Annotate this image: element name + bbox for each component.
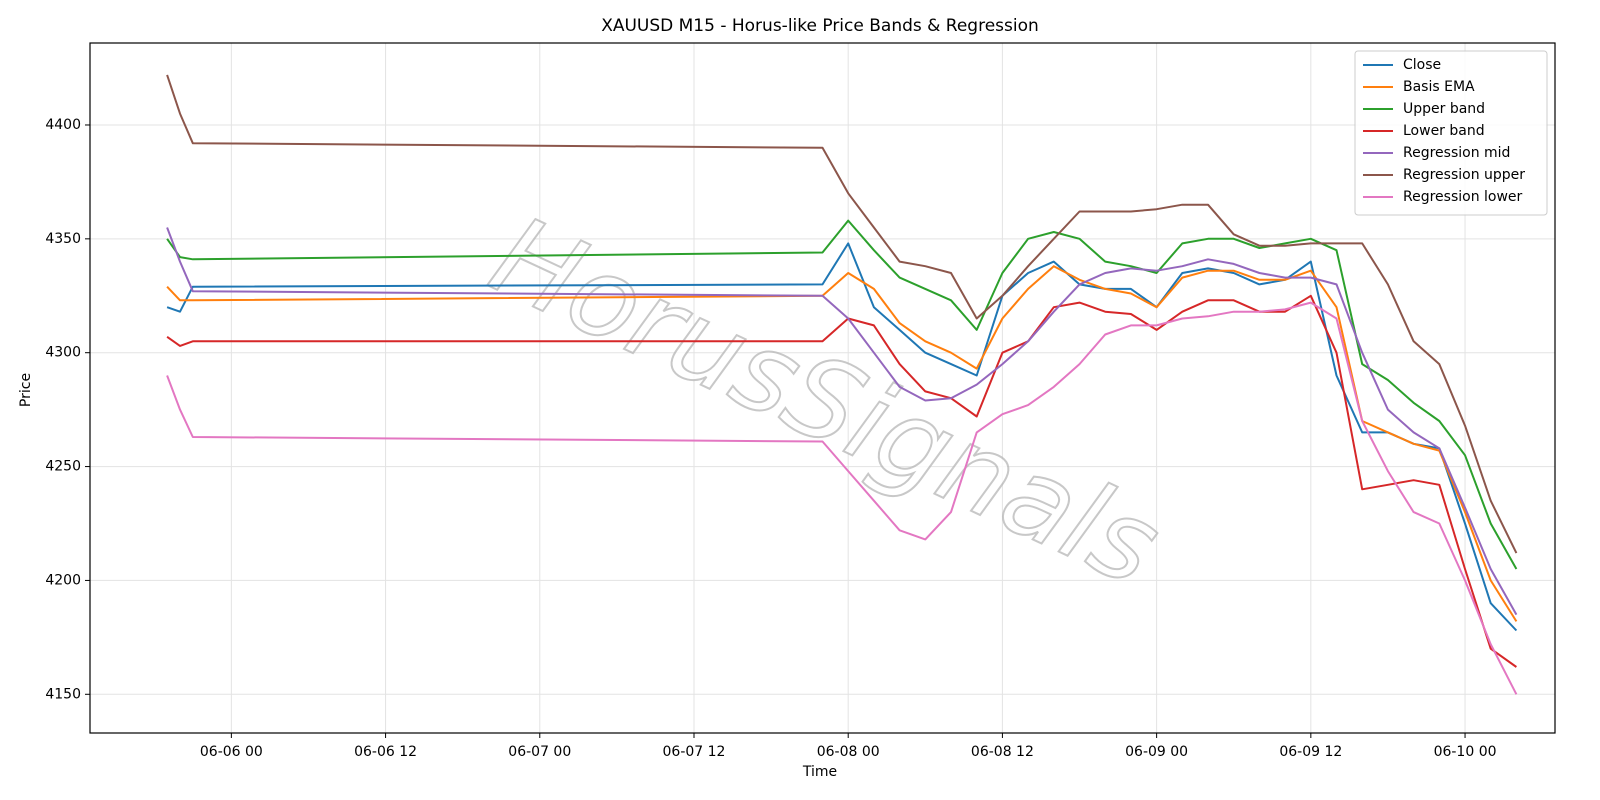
legend-label: Upper band [1403,101,1485,117]
x-tick-label: 06-07 00 [508,744,571,760]
legend-label: Regression lower [1403,189,1523,205]
legend-label: Regression mid [1403,145,1510,161]
legend: Close Basis EMA Upper band Lower band Regres… [1354,50,1548,216]
legend-label: Regression upper [1403,167,1525,183]
x-tick-label: 06-09 12 [1279,744,1342,760]
series-line [166,294,1517,668]
y-tick-label: 4300 [45,345,81,361]
series-line [166,74,1518,554]
y-axis-label: Price [18,373,34,407]
x-tick-label: 06-10 00 [1434,744,1497,760]
chart-title: XAUUSD M15 - Horus-like Price Bands & Re… [601,16,1039,36]
series-line [166,265,1518,622]
y-tick-label: 4400 [45,117,81,133]
legend-label: Basis EMA [1403,79,1475,95]
plot-frame [89,42,1556,734]
y-tick-label: 4200 [45,572,81,588]
x-tick-label: 06-08 00 [817,744,880,760]
x-tick-label: 06-08 12 [971,744,1034,760]
legend-label: Lower band [1403,123,1485,139]
y-tick-label: 4250 [45,459,81,475]
x-axis-label: Time [802,764,837,780]
legend-label: Close [1403,57,1441,73]
x-tick-label: 06-06 12 [354,744,417,760]
series-line [166,219,1518,570]
x-tick-label: 06-09 00 [1125,744,1188,760]
x-tick-label: 06-07 12 [663,744,726,760]
x-tick-label: 06-06 00 [200,744,263,760]
legend-box [1354,50,1548,216]
y-tick-label: 4350 [45,231,81,247]
series-line [166,227,1518,616]
y-tick-label: 4150 [45,686,81,702]
series-line [166,301,1518,695]
